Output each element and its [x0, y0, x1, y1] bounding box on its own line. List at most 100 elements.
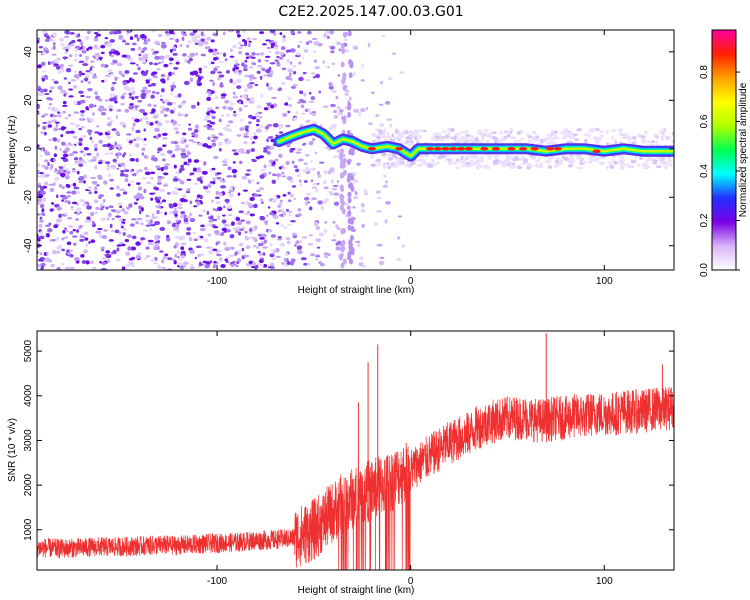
spectrogram-noise-cell [87, 87, 93, 92]
spectrogram-noise-cell [100, 218, 105, 222]
spectrogram-noise-cell [142, 71, 148, 76]
spectrogram-noise-cell [612, 139, 618, 142]
spectrogram-band-cell [350, 149, 355, 156]
spectrogram-noise-cell [180, 265, 184, 270]
spectrogram-noise-cell [52, 114, 58, 118]
spectrogram-noise-cell [247, 85, 253, 89]
spectrogram-noise-cell [332, 221, 336, 224]
spectrogram-noise-cell [154, 127, 160, 133]
spectrogram-noise-cell [124, 169, 130, 173]
spectrogram-noise-cell [237, 192, 241, 196]
spectrogram-noise-cell [120, 243, 126, 247]
spectrogram-noise-cell [579, 161, 584, 166]
spectrogram-noise-cell [115, 215, 122, 218]
spectrogram-noise-cell [577, 155, 582, 159]
spectrogram-noise-cell [397, 131, 402, 136]
spectrogram-noise-cell [189, 218, 195, 221]
spectrogram-noise-cell [510, 136, 517, 140]
spectrogram-noise-cell [567, 164, 573, 168]
spectrogram-noise-cell [96, 184, 100, 187]
spectrogram-noise-cell [259, 198, 264, 202]
spectrogram-noise-cell [277, 88, 282, 92]
spectrogram-noise-cell [79, 150, 84, 153]
spectrogram-noise-cell [416, 135, 423, 139]
spectrogram-noise-cell [268, 50, 272, 54]
spectrogram-noise-cell [59, 63, 65, 67]
spectrogram-noise-cell [483, 128, 489, 133]
spectrogram-noise-cell [123, 211, 129, 215]
spectrogram-noise-cell [268, 163, 272, 167]
spectrogram-noise-cell [323, 33, 327, 38]
spectrogram-noise-cell [333, 192, 340, 196]
spectrogram-noise-cell [49, 86, 55, 90]
spectrogram-noise-cell [114, 100, 118, 104]
spectrogram-noise-cell [386, 162, 390, 165]
spectrogram-noise-cell [102, 144, 108, 147]
spectrogram-noise-cell [104, 78, 107, 83]
spectrogram-noise-cell [105, 74, 111, 78]
spectrogram-noise-cell [237, 257, 242, 263]
spectrogram-noise-cell [130, 180, 135, 183]
spectrogram-noise-cell [112, 81, 117, 85]
spectrogram-noise-cell [154, 220, 161, 226]
colorbar-tick-label: 0.6 [699, 114, 710, 128]
spectrogram-noise-cell [227, 246, 233, 249]
spectrogram-noise-cell [60, 43, 65, 47]
spectrogram-noise-cell [286, 240, 291, 245]
spectrogram-noise-cell [70, 43, 75, 47]
spectrogram-noise-cell [460, 135, 465, 140]
spectrogram-noise-cell [150, 259, 156, 262]
spectrogram-noise-cell [497, 161, 503, 165]
spectrogram-noise-cell [136, 182, 141, 185]
spectrogram-noise-cell [237, 41, 242, 45]
spectrogram-noise-cell [42, 121, 48, 124]
spectrogram-noise-cell [355, 240, 361, 244]
spectrogram-noise-cell [41, 198, 45, 203]
spectrogram-noise-cell [91, 181, 98, 185]
spectrogram-noise-cell [450, 136, 454, 140]
spectrogram-noise-cell [180, 242, 187, 246]
spectrogram-noise-cell [76, 170, 80, 175]
spectrogram-noise-cell [660, 134, 666, 139]
spectrogram-noise-cell [315, 188, 319, 193]
spectrogram-band-cell [341, 208, 346, 215]
spectrogram-noise-cell [547, 135, 552, 140]
spectrogram-noise-cell [162, 144, 167, 147]
spectrogram-noise-cell [621, 155, 625, 160]
spectrogram-noise-cell [46, 36, 51, 39]
spectrogram-noise-cell [206, 111, 210, 116]
spectrogram-noise-cell [160, 152, 166, 157]
spectrogram-noise-cell [238, 46, 243, 50]
spectrogram-noise-cell [132, 122, 136, 127]
spectrogram-noise-cell [161, 132, 168, 136]
spectrogram-noise-cell [284, 252, 289, 256]
spectrogram-noise-cell [151, 216, 157, 220]
spectrogram-noise-cell [248, 230, 254, 235]
spectrogram-noise-cell [122, 232, 126, 236]
spectrogram-noise-cell [135, 254, 141, 260]
spectrogram-noise-cell [576, 128, 582, 132]
spectrogram-noise-cell [370, 163, 377, 167]
spectrogram-noise-cell [187, 158, 192, 163]
spectrogram-noise-cell [58, 184, 63, 188]
spectrogram-noise-cell [154, 236, 159, 242]
spectrogram-noise-cell [267, 206, 271, 209]
spectrogram-noise-cell [222, 105, 227, 110]
spectrogram-noise-cell [69, 122, 75, 126]
spectrogram-noise-cell [66, 195, 71, 198]
spectrogram-noise-cell [256, 70, 261, 74]
spectrogram-noise-cell [146, 181, 152, 184]
spectrogram-noise-cell [144, 171, 151, 176]
spectrogram-noise-cell [95, 230, 102, 234]
spectrogram-noise-cell [206, 223, 213, 227]
spectrogram-noise-cell [300, 104, 305, 109]
spectrogram-noise-cell [93, 44, 98, 49]
spectrogram-noise-cell [397, 215, 403, 218]
spectrogram-noise-cell [178, 258, 183, 261]
spectrogram-noise-cell [595, 140, 600, 144]
spectrogram-noise-cell [42, 70, 46, 73]
spectrogram-noise-cell [209, 110, 215, 113]
spectrogram-noise-cell [377, 158, 381, 163]
spectrogram-noise-cell [180, 214, 184, 219]
spectrogram-noise-cell [614, 141, 618, 145]
